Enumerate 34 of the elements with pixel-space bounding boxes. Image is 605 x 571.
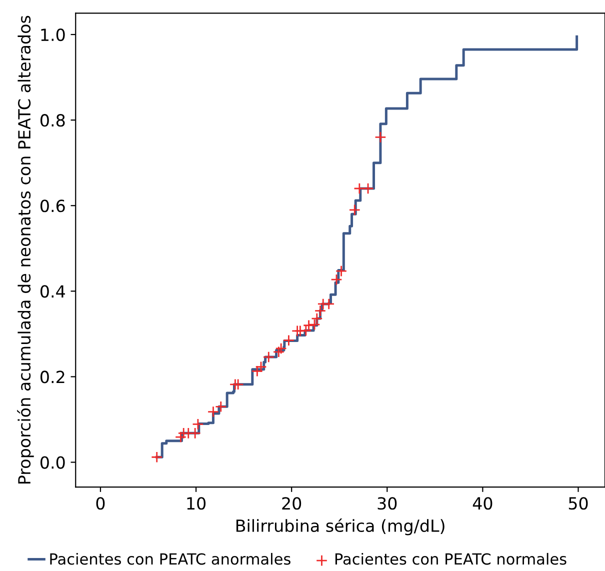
y-tick-label: 1.0 (41, 28, 65, 42)
y-tick-label: 0.0 (40, 456, 65, 469)
point (151, 451, 163, 463)
x-tick-label: 0 (96, 497, 105, 510)
point (294, 325, 306, 337)
x-tick-label: 20 (282, 497, 302, 510)
y-tick-label: 0.6 (40, 200, 65, 212)
x-tick-label: 10 (187, 497, 206, 510)
y-tick-label: 0.2 (40, 370, 64, 384)
y-tick-label: 0.8 (40, 114, 65, 127)
point (374, 131, 386, 144)
point (275, 342, 287, 354)
point (262, 351, 274, 363)
point (348, 204, 360, 216)
x-tick-label: 50 (568, 497, 588, 510)
point (323, 298, 335, 310)
point (255, 361, 267, 373)
point (354, 182, 366, 194)
point (335, 265, 348, 277)
point (251, 365, 264, 377)
point (232, 378, 244, 390)
y-axis-title: Proporción acumulada de neonatos con PEATC alterados (17, 16, 34, 484)
point (192, 418, 204, 430)
x-axis-title: Bilirrubina sérica (mg/dL) (236, 518, 444, 536)
point (362, 182, 374, 194)
y-tick-label: 0.4 (40, 285, 65, 298)
legend-label: Pacientes con PEATC anormales (50, 552, 290, 565)
x-tick-label: 40 (472, 497, 492, 510)
point (272, 346, 285, 358)
legend-label: Pacientes con PEATC normales (335, 552, 566, 565)
point (330, 274, 342, 286)
x-tick-label: 30 (378, 497, 397, 510)
point (282, 334, 295, 346)
point (189, 427, 201, 440)
